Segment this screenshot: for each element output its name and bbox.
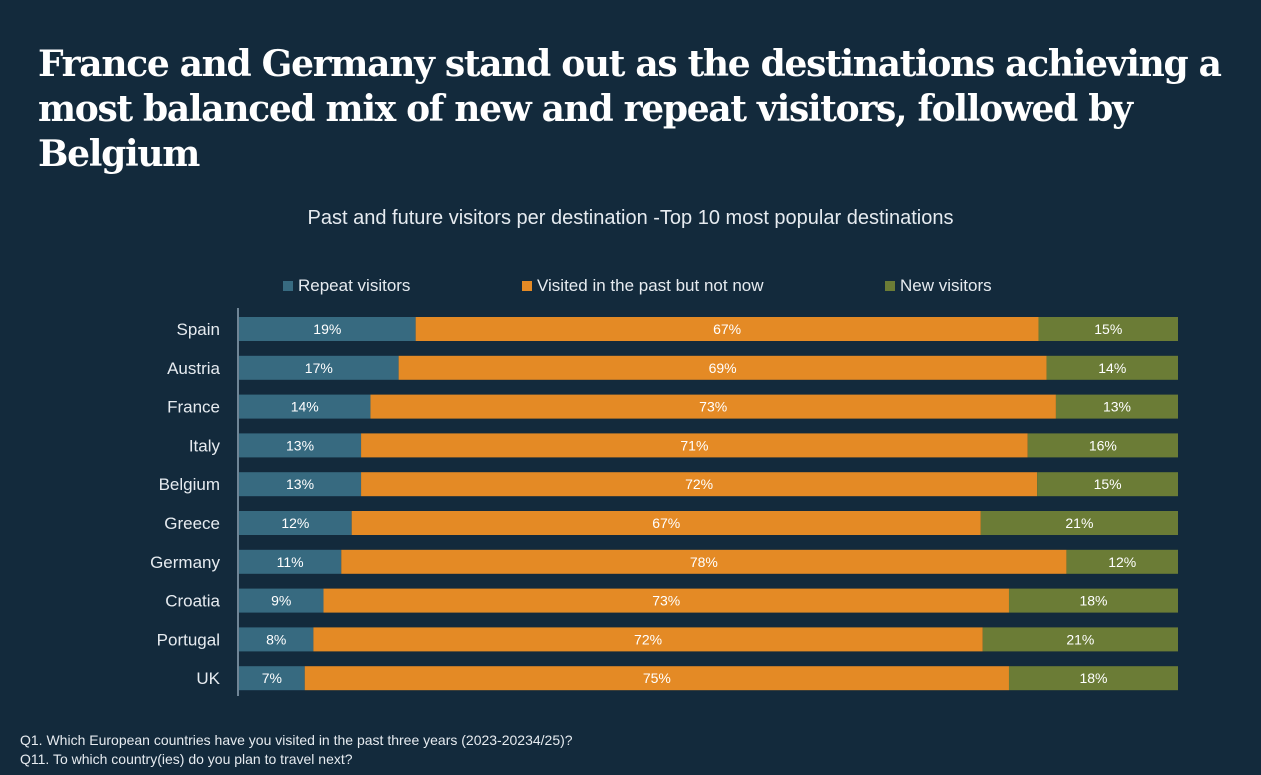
legend-swatch-repeat-visitors — [283, 281, 293, 291]
data-label-uk-visited-past: 75% — [643, 670, 671, 686]
bar-greece-new-visitors — [980, 511, 1178, 535]
category-label-uk: UK — [196, 669, 220, 688]
legend-item-visited-past: Visited in the past but not now — [522, 276, 764, 296]
bar-uk-new-visitors — [1008, 666, 1178, 691]
bar-belgium-new-visitors — [1037, 472, 1178, 497]
stacked-bar-chart: Spain 19% 67% 15% Austria 17% 69% 14% France 14% 7… — [150, 308, 1178, 696]
bar-germany-repeat-visitors — [239, 549, 342, 574]
footnote-q1: Q1. Which European countries have you vi… — [20, 732, 573, 748]
data-label-italy-new-visitors: 16% — [1089, 437, 1117, 453]
category-label-austria: Austria — [167, 359, 220, 378]
bar-greece-visited-past — [351, 511, 981, 535]
data-label-croatia-repeat-visitors: 9% — [271, 593, 291, 609]
data-label-belgium-visited-past: 72% — [685, 476, 713, 492]
legend-label-new-visitors: New visitors — [900, 276, 992, 295]
bar-uk-repeat-visitors — [239, 666, 305, 691]
data-label-germany-visited-past: 78% — [690, 554, 718, 570]
bar-austria-repeat-visitors — [239, 355, 399, 380]
data-label-austria-new-visitors: 14% — [1098, 360, 1126, 376]
data-label-italy-visited-past: 71% — [680, 437, 708, 453]
bar-uk-visited-past — [304, 666, 1009, 691]
legend-item-new-visitors: New visitors — [885, 276, 992, 296]
bar-portugal-repeat-visitors — [239, 627, 314, 652]
legend-label-repeat-visitors: Repeat visitors — [298, 276, 411, 295]
legend-swatch-visited-past — [522, 281, 532, 291]
bar-croatia-visited-past — [323, 588, 1009, 613]
chart-title: Past and future visitors per destination… — [307, 207, 954, 229]
bar-spain-visited-past — [415, 317, 1039, 341]
category-label-belgium: Belgium — [159, 475, 220, 494]
legend-item-repeat-visitors: Repeat visitors — [283, 276, 410, 296]
data-label-uk-new-visitors: 18% — [1079, 670, 1107, 686]
bar-croatia-repeat-visitors — [239, 588, 324, 613]
data-label-spain-repeat-visitors: 19% — [313, 321, 341, 337]
category-label-france: France — [167, 398, 220, 417]
bar-germany-new-visitors — [1066, 549, 1178, 574]
data-label-germany-repeat-visitors: 11% — [277, 554, 304, 570]
bar-italy-visited-past — [361, 433, 1028, 458]
category-label-spain: Spain — [177, 320, 220, 339]
data-label-portugal-visited-past: 72% — [634, 631, 662, 647]
data-label-germany-new-visitors: 12% — [1108, 554, 1136, 570]
data-label-uk-repeat-visitors: 7% — [262, 670, 282, 686]
bar-italy-new-visitors — [1027, 433, 1178, 458]
data-label-portugal-new-visitors: 21% — [1066, 631, 1094, 647]
bar-austria-new-visitors — [1046, 355, 1178, 380]
bar-germany-visited-past — [341, 549, 1067, 574]
data-label-belgium-repeat-visitors: 13% — [286, 476, 314, 492]
data-label-greece-repeat-visitors: 12% — [281, 515, 309, 531]
bar-portugal-new-visitors — [982, 627, 1178, 652]
data-label-spain-visited-past: 67% — [713, 321, 741, 337]
bar-italy-repeat-visitors — [239, 433, 362, 458]
bar-greece-repeat-visitors — [239, 511, 352, 535]
bar-belgium-repeat-visitors — [239, 472, 362, 497]
legend-swatch-new-visitors — [885, 281, 895, 291]
bar-croatia-new-visitors — [1008, 588, 1178, 613]
bar-spain-repeat-visitors — [239, 317, 416, 341]
bar-portugal-visited-past — [313, 627, 983, 652]
bar-france-repeat-visitors — [239, 394, 371, 419]
bar-austria-visited-past — [398, 355, 1047, 380]
bar-france-new-visitors — [1055, 394, 1178, 419]
category-label-germany: Germany — [150, 553, 220, 572]
category-label-portugal: Portugal — [157, 630, 220, 649]
data-label-croatia-visited-past: 73% — [652, 593, 680, 609]
bar-france-visited-past — [370, 394, 1056, 419]
data-label-greece-visited-past: 67% — [652, 515, 680, 531]
bars-group: Spain 19% 67% 15% Austria 17% 69% 14% France 14% 7… — [150, 317, 1178, 691]
headline: France and Germany stand out as the dest… — [38, 43, 1222, 175]
data-label-france-repeat-visitors: 14% — [291, 399, 319, 415]
data-label-belgium-new-visitors: 15% — [1094, 476, 1122, 492]
data-label-croatia-new-visitors: 18% — [1079, 593, 1107, 609]
data-label-portugal-repeat-visitors: 8% — [266, 631, 286, 647]
data-label-italy-repeat-visitors: 13% — [286, 437, 314, 453]
category-label-greece: Greece — [164, 514, 220, 533]
data-label-austria-visited-past: 69% — [709, 360, 737, 376]
legend-label-visited-past: Visited in the past but not now — [537, 276, 764, 295]
data-label-spain-new-visitors: 15% — [1094, 321, 1122, 337]
category-label-croatia: Croatia — [165, 592, 220, 611]
bar-belgium-visited-past — [361, 472, 1038, 497]
data-label-france-visited-past: 73% — [699, 399, 727, 415]
data-label-austria-repeat-visitors: 17% — [305, 360, 333, 376]
data-label-greece-new-visitors: 21% — [1065, 515, 1093, 531]
category-label-italy: Italy — [189, 436, 221, 455]
footnote-q11: Q11. To which country(ies) do you plan t… — [20, 751, 353, 767]
bar-spain-new-visitors — [1038, 317, 1178, 341]
data-label-france-new-visitors: 13% — [1103, 399, 1131, 415]
